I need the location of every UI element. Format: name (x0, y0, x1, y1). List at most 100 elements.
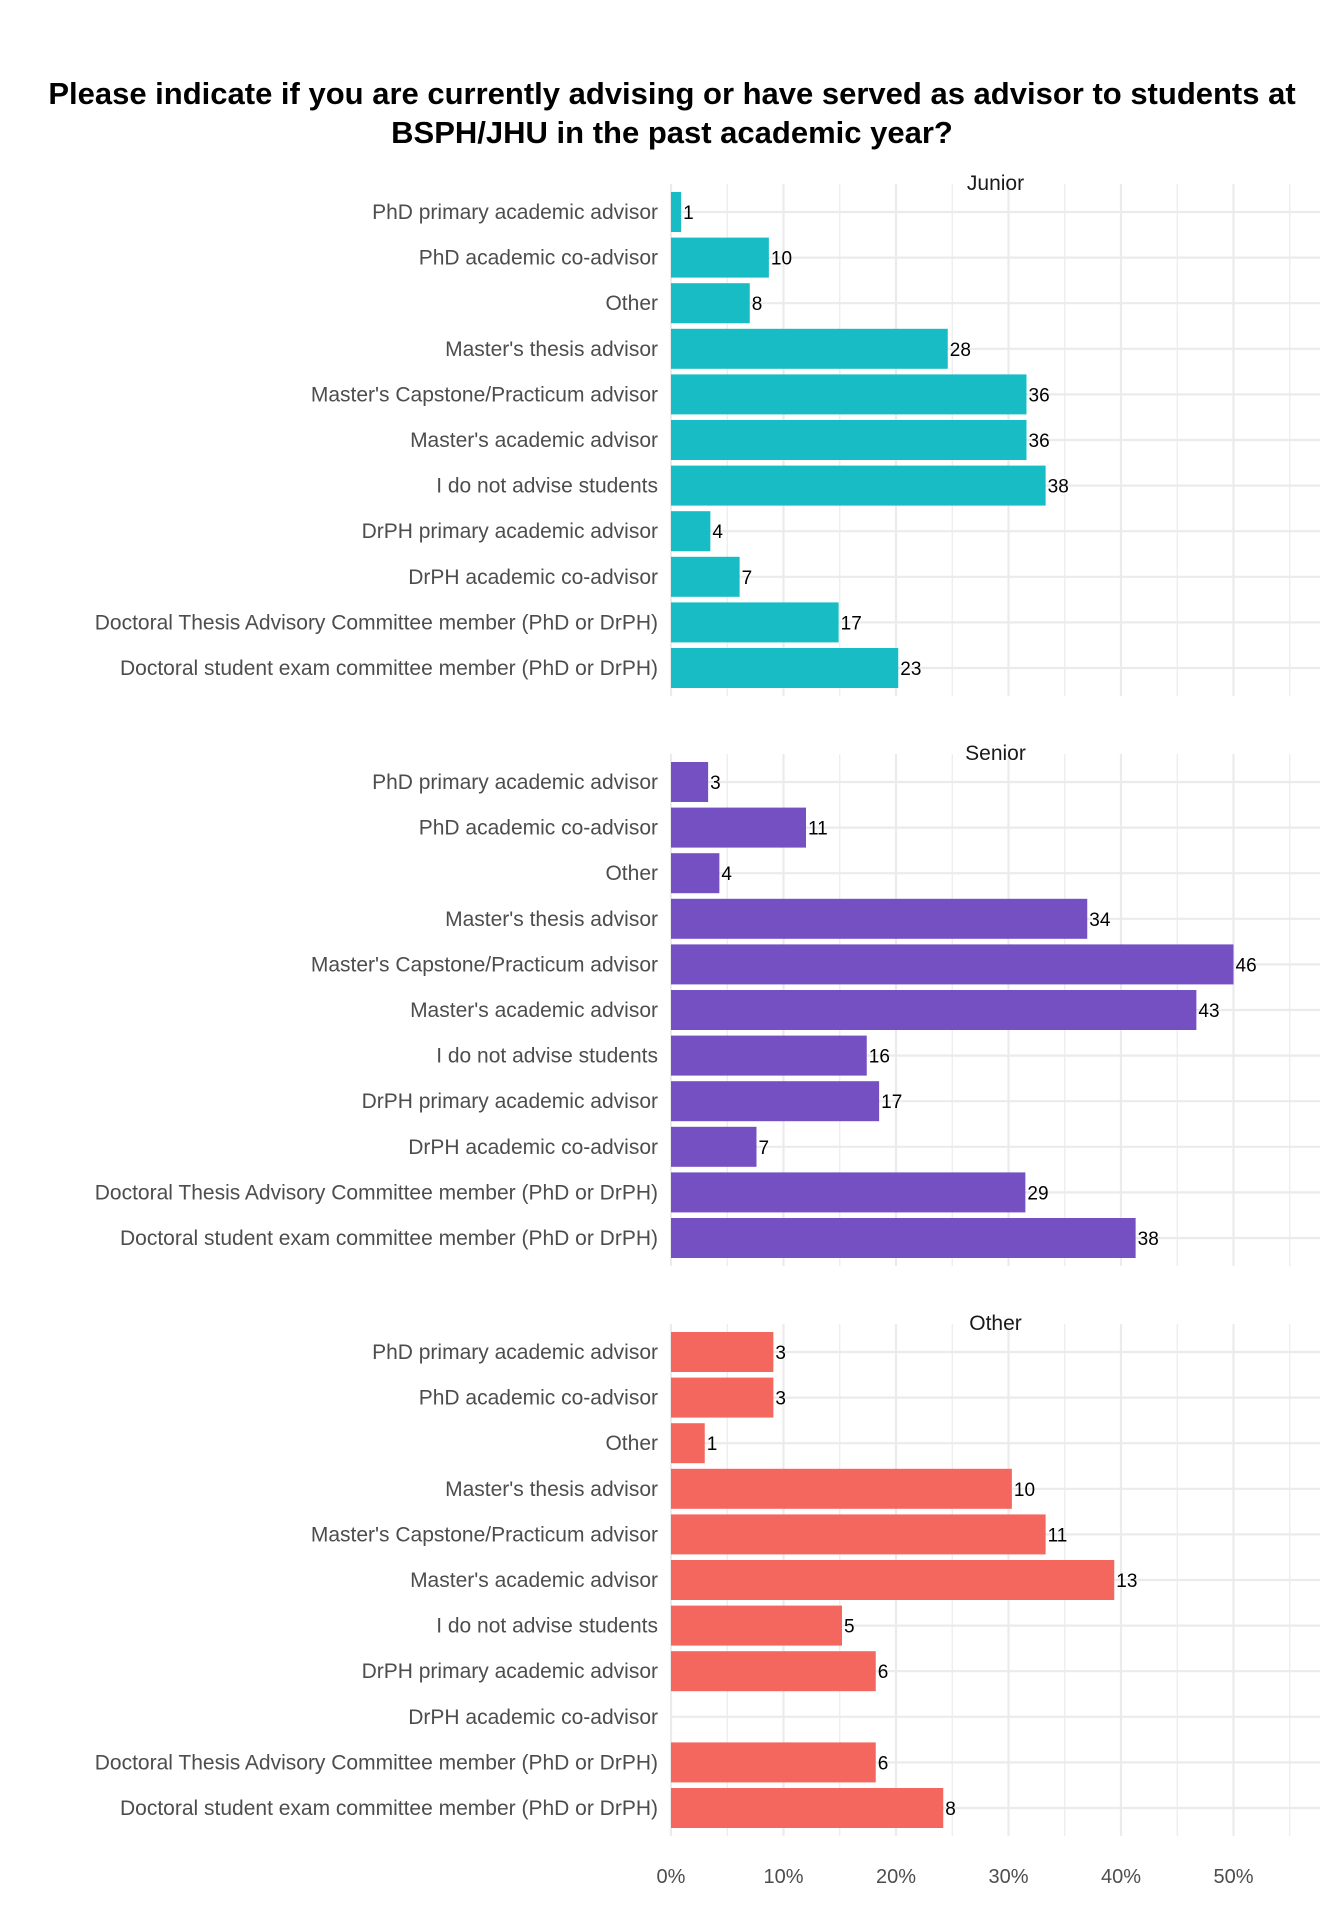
bar-other (671, 1788, 944, 1828)
bar-junior (671, 648, 899, 688)
category-label: I do not advise students (436, 475, 658, 498)
bar-other (671, 1514, 1046, 1555)
bar-junior (671, 192, 682, 232)
data-label: 16 (869, 1047, 890, 1068)
category-label: DrPH academic co-advisor (408, 1136, 658, 1159)
data-label: 34 (1089, 910, 1111, 931)
data-label: 3 (710, 773, 721, 794)
category-label: PhD academic co-advisor (419, 817, 658, 840)
category-label: DrPH primary academic advisor (362, 1090, 658, 1113)
category-label: Master's Capstone/Practicum advisor (311, 953, 658, 976)
bar-other (671, 1468, 1012, 1509)
bar-senior (671, 853, 720, 894)
bar-senior (671, 762, 709, 802)
category-label: Doctoral student exam committee member (… (120, 657, 658, 680)
data-label: 4 (721, 864, 732, 885)
category-label: Master's thesis advisor (445, 338, 658, 361)
bar-other (671, 1560, 1115, 1600)
category-label: Doctoral Thesis Advisory Committee membe… (95, 1181, 658, 1204)
data-label: 6 (878, 1753, 889, 1774)
category-label: Doctoral student exam committee member (… (120, 1227, 658, 1250)
bar-other (671, 1423, 705, 1464)
x-tick-label: 50% (1213, 1866, 1253, 1888)
bar-senior (671, 990, 1197, 1030)
data-label: 6 (878, 1662, 889, 1683)
panel-title-junior: Junior (967, 172, 1024, 195)
category-label: Master's academic advisor (410, 429, 658, 452)
bar-layer (671, 192, 1234, 1828)
data-label: 29 (1027, 1183, 1048, 1204)
category-label: PhD primary academic advisor (372, 1341, 658, 1364)
data-label: 10 (771, 249, 792, 270)
bar-senior (671, 1035, 867, 1076)
bar-junior (671, 556, 740, 597)
bar-other (671, 1651, 876, 1692)
bar-senior (671, 1126, 757, 1167)
data-label: 38 (1138, 1229, 1159, 1250)
category-label: Master's academic advisor (410, 1569, 658, 1592)
data-label: 8 (752, 294, 763, 315)
panel-title-other: Other (969, 1312, 1022, 1335)
bar-junior (671, 328, 948, 369)
data-label: 7 (759, 1138, 770, 1159)
data-label: 17 (881, 1092, 902, 1113)
category-label: Doctoral Thesis Advisory Committee membe… (95, 1751, 658, 1774)
category-label: Other (605, 1432, 658, 1455)
category-label: DrPH academic co-advisor (408, 1706, 658, 1729)
bar-senior (671, 944, 1234, 985)
bar-other (671, 1332, 774, 1372)
data-label: 1 (707, 1434, 718, 1455)
x-tick-label: 10% (763, 1866, 803, 1888)
category-label: PhD primary academic advisor (372, 771, 658, 794)
category-label: DrPH primary academic advisor (362, 520, 658, 543)
data-label: 8 (945, 1799, 956, 1820)
bar-senior (671, 898, 1088, 939)
bar-senior (671, 1081, 880, 1122)
category-label: I do not advise students (436, 1615, 658, 1638)
category-label: Master's thesis advisor (445, 1478, 658, 1501)
x-tick-label: 40% (1101, 1866, 1141, 1888)
data-label: 17 (841, 613, 862, 634)
category-label: PhD academic co-advisor (419, 1387, 658, 1410)
bar-other (671, 1377, 774, 1418)
x-tick-label: 0% (657, 1866, 686, 1888)
category-label: Master's Capstone/Practicum advisor (311, 1523, 658, 1546)
chart-title: Please indicate if you are currently adv… (48, 76, 1296, 150)
category-label: DrPH primary academic advisor (362, 1660, 658, 1683)
bar-senior (671, 807, 806, 848)
bar-junior (671, 602, 839, 643)
bar-other (671, 1605, 842, 1646)
category-label: PhD primary academic advisor (372, 201, 658, 224)
data-label: 38 (1048, 477, 1069, 498)
category-label: DrPH academic co-advisor (408, 566, 658, 589)
data-label: 36 (1029, 385, 1050, 406)
category-label: Other (605, 292, 658, 315)
category-label: PhD academic co-advisor (419, 247, 658, 270)
category-label: I do not advise students (436, 1045, 658, 1068)
bar-junior (671, 237, 769, 278)
data-label: 7 (742, 568, 753, 589)
category-label: Master's academic advisor (410, 999, 658, 1022)
bar-junior (671, 511, 711, 552)
bar-senior (671, 1218, 1136, 1258)
data-label: 4 (712, 522, 723, 543)
category-label: Other (605, 862, 658, 885)
data-label: 10 (1014, 1480, 1035, 1501)
bar-junior (671, 374, 1027, 415)
category-label: Doctoral Thesis Advisory Committee membe… (95, 611, 658, 634)
data-label: 11 (1048, 1525, 1068, 1546)
bar-junior (671, 420, 1027, 460)
data-label: 5 (844, 1617, 855, 1638)
data-label: 13 (1116, 1571, 1137, 1592)
x-tick-label: 20% (876, 1866, 916, 1888)
data-label: 43 (1198, 1001, 1219, 1022)
data-label: 3 (775, 1389, 786, 1410)
label-layer: Junior PhD primary academic advisor 1 PhD a… (95, 172, 1257, 1888)
data-label: 11 (808, 819, 828, 840)
category-label: Master's thesis advisor (445, 908, 658, 931)
data-label: 46 (1236, 955, 1257, 976)
data-label: 36 (1029, 431, 1050, 452)
bar-junior (671, 283, 750, 324)
category-label: Master's Capstone/Practicum advisor (311, 383, 658, 406)
